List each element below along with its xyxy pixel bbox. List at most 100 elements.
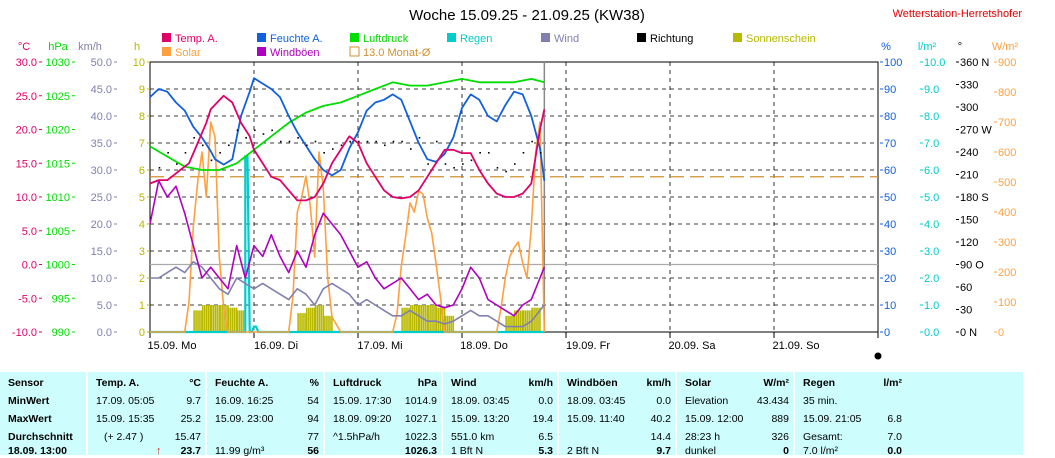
table-divider: [557, 372, 559, 455]
tick-label: 360 N: [960, 57, 989, 69]
table-cell-value: 1026.3: [404, 445, 437, 457]
moon-phase-icon: [873, 351, 883, 361]
sunshine-bar: [522, 310, 525, 332]
chart-title: Woche 15.09.25 - 21.09.25 (KW38): [409, 7, 645, 24]
table-cell-value: 0: [783, 445, 789, 457]
direction-dot: [505, 170, 507, 173]
row-label: MinWert: [8, 395, 50, 407]
sunshine-bar: [517, 310, 520, 332]
direction-dot: [167, 152, 169, 154]
sunshine-bar: [524, 310, 527, 332]
right-axes: 100908070605040302010010.09.08.07.06.05.…: [880, 57, 1016, 339]
tick-label: 600: [998, 147, 1016, 159]
table-cell-label: 18.09. 09:20: [333, 413, 392, 425]
sunshine-bar: [418, 305, 421, 332]
tick-label: 800: [998, 87, 1016, 99]
day-label: 19.09. Fr: [566, 340, 610, 352]
tick-label: 1000: [46, 260, 70, 272]
sunshine-bar: [505, 315, 507, 332]
sunshine-bar: [514, 310, 516, 332]
sunshine-bar: [450, 315, 453, 332]
tick-label: 20.0: [91, 219, 112, 231]
sunshine-bar: [205, 305, 208, 332]
tick-label: -5.0: [18, 293, 37, 305]
table-cell-label: 15.09. 23:00: [215, 413, 274, 425]
tick-label: 25.0: [16, 91, 37, 103]
table-cell-value: 54: [307, 395, 319, 407]
table-cell-label: 11.99 g/m³: [215, 445, 265, 457]
sunshine-bar: [427, 305, 429, 332]
direction-dot: [470, 159, 473, 162]
direction-dot: [436, 140, 438, 143]
tick-label: 270 W: [960, 125, 992, 137]
axis-unit-labels: °C hPa km/h h% l/m² ° W/m²: [18, 41, 1019, 53]
left-axes: 30.025.020.015.010.05.00.0-5.0-10.010301…: [12, 57, 150, 339]
sunshine-bar: [320, 305, 323, 332]
column-header: Sensor: [8, 377, 44, 389]
tick-label: 0: [139, 327, 145, 339]
column-header: Solar: [685, 377, 712, 389]
table-divider: [441, 372, 443, 455]
direction-dot: [297, 137, 299, 139]
sunshine-bar: [203, 305, 206, 332]
direction-dot: [384, 144, 386, 147]
sunshine-bar: [513, 315, 515, 332]
sunshine-bar: [511, 315, 513, 332]
table-cell-label: 7.0 l/m²: [803, 445, 839, 457]
tick-label: 60: [960, 282, 972, 294]
tick-label: 9: [139, 84, 145, 96]
tick-label: 10.0: [91, 273, 112, 285]
tick-label: 7.0: [924, 138, 939, 150]
tick-label: 1025: [46, 91, 70, 103]
sunshine-bar: [436, 307, 438, 332]
table-cell-label: 1 Bft N: [451, 445, 484, 457]
table-cell-value: 40.2: [650, 413, 671, 425]
sunshine-bar: [526, 310, 529, 332]
series-line-luftdruck: [149, 78, 545, 171]
tick-label: 6: [139, 165, 145, 177]
column-header: Wind: [451, 377, 477, 389]
column-header: Temp. A.: [96, 377, 140, 389]
axis-unit: l/m²: [918, 41, 937, 53]
row-label: MaxWert: [8, 413, 52, 425]
sunshine-bar: [426, 305, 429, 332]
axis-unit: °: [958, 41, 962, 53]
column-unit: %: [309, 377, 319, 389]
table-cell-value: 23.7: [180, 445, 201, 457]
tick-label: 400: [998, 207, 1016, 219]
table-cell-value: 25.2: [180, 413, 201, 425]
table-cell-value: 0.0: [538, 395, 553, 407]
sunshine-bar: [535, 307, 537, 332]
tick-label: 35.0: [91, 138, 112, 150]
table-cell-label: 15.09. 15:35: [96, 413, 155, 425]
direction-dot: [349, 140, 351, 143]
tick-label: 20: [884, 273, 896, 285]
sunshine-bar: [197, 310, 199, 332]
table-cell-label: 18.09. 03:45: [451, 395, 510, 407]
direction-dot: [540, 152, 542, 154]
direction-dot: [184, 152, 187, 154]
tick-label: 20.0: [16, 125, 37, 137]
sunshine-bar: [413, 305, 416, 332]
day-label: 20.09. Sa: [668, 340, 716, 352]
legend-swatch: [733, 33, 742, 42]
sunshine-bar: [405, 307, 407, 332]
table-cell-label: dunkel: [685, 445, 716, 457]
tick-label: 1: [139, 300, 145, 312]
table-cell-value: 1014.9: [404, 395, 437, 407]
table-cell-value: 43.434: [756, 395, 789, 407]
tick-label: 330: [960, 80, 978, 92]
sunshine-bar: [221, 305, 223, 332]
tick-label: 10: [133, 57, 145, 69]
sunshine-bar: [507, 315, 509, 332]
table-cell-label: (+ 2.47 ): [104, 431, 144, 443]
sunshine-bar: [202, 305, 204, 332]
tick-label: 60: [884, 165, 896, 177]
table-cell-value: 14.4: [650, 431, 671, 443]
direction-dot: [228, 144, 230, 147]
direction-dot: [340, 144, 343, 147]
sunshine-bar: [327, 315, 329, 332]
sunshine-bar: [297, 313, 299, 332]
tick-label: 30: [960, 305, 972, 317]
legend-swatch: [162, 47, 171, 56]
